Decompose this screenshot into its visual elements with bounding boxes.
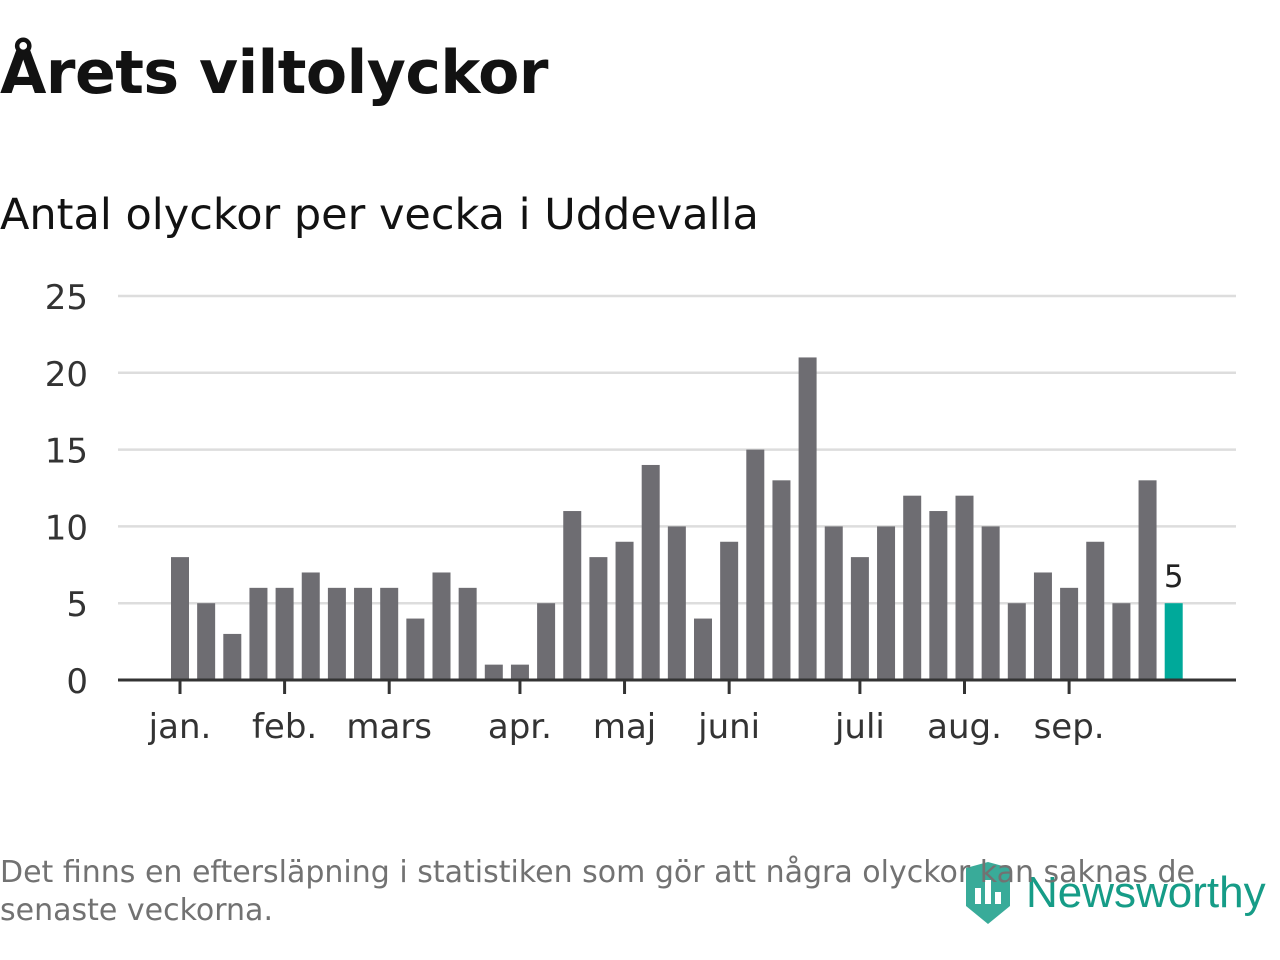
- bar: [380, 587, 399, 680]
- bar: [1112, 603, 1131, 680]
- highlight-bar: [1164, 603, 1183, 680]
- bar: [458, 587, 477, 680]
- bar: [929, 511, 948, 680]
- bar: [1033, 572, 1052, 680]
- bar: [877, 526, 896, 680]
- bar: [484, 664, 503, 680]
- bar: [798, 357, 817, 680]
- brand-name: Newsworthy: [1026, 868, 1266, 917]
- bar: [1138, 480, 1157, 680]
- page-title: Årets viltolyckor: [0, 38, 549, 108]
- bar: [432, 572, 451, 680]
- y-tick-label: 10: [45, 508, 88, 548]
- y-tick-label: 5: [66, 585, 88, 625]
- bar: [981, 526, 1000, 680]
- x-tick-label: jan.: [148, 707, 212, 747]
- bar: [694, 618, 712, 680]
- x-tick-label: juli: [834, 707, 885, 747]
- chart-subtitle: Antal olyckor per vecka i Uddevalla: [0, 190, 759, 240]
- bar: [327, 587, 346, 680]
- bar: [275, 587, 294, 680]
- bar: [1007, 603, 1026, 680]
- bar-chart: 0 5 10 15 20 25 5 jan. feb. mars apr. maj juni juli au…: [45, 278, 1236, 747]
- bar: [772, 480, 791, 680]
- bar: [824, 526, 843, 680]
- data-label: 5: [1164, 559, 1184, 595]
- bar: [563, 511, 582, 680]
- y-tick-label: 25: [45, 278, 88, 318]
- y-tick-label: 20: [45, 355, 88, 395]
- bar: [615, 541, 634, 680]
- newsworthy-logo: Newsworthy: [962, 858, 1266, 928]
- bar: [171, 557, 189, 680]
- footnote: Det finns en eftersläpning i statistiken…: [0, 855, 1195, 928]
- bar: [223, 633, 242, 680]
- x-tick-label: juni: [697, 707, 760, 747]
- bar: [197, 603, 216, 680]
- bar: [249, 587, 268, 680]
- bar: [850, 557, 869, 680]
- x-tick-label: apr.: [488, 707, 552, 747]
- bar: [589, 557, 608, 680]
- bar: [720, 541, 739, 680]
- bar: [354, 587, 373, 680]
- bar: [667, 526, 686, 680]
- x-tick-label: aug.: [927, 707, 1002, 747]
- y-tick-label: 0: [66, 662, 88, 702]
- bar: [406, 618, 425, 680]
- bar: [510, 664, 529, 680]
- x-tick-label: maj: [593, 707, 656, 747]
- bar: [537, 603, 556, 680]
- bar: [301, 572, 320, 680]
- bar: [1086, 541, 1105, 680]
- newsworthy-logo-icon: [966, 862, 1010, 924]
- bar: [746, 449, 765, 680]
- bar: [1060, 587, 1079, 680]
- bar: [903, 495, 922, 680]
- y-tick-label: 15: [45, 432, 88, 472]
- x-tick-label: sep.: [1034, 707, 1105, 747]
- x-tick-label: feb.: [252, 707, 317, 747]
- bar: [641, 464, 660, 680]
- bar: [955, 495, 974, 680]
- x-tick-label: mars: [346, 707, 432, 747]
